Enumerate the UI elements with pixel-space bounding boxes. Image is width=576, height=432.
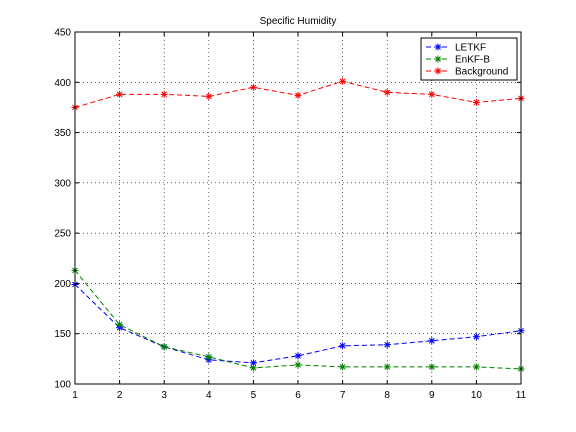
x-tick-label: 4 [206, 390, 212, 401]
x-tick-label: 5 [251, 390, 257, 401]
data-point-letkf [339, 342, 347, 350]
chart-title: Specific Humidity [260, 16, 337, 27]
data-point-enkf-b [383, 363, 391, 371]
legend-label-enkf-b: EnKF-B [455, 55, 490, 66]
data-point-enkf-b [428, 363, 436, 371]
x-tick-label: 1 [72, 390, 78, 401]
y-tick-label: 350 [54, 128, 71, 139]
y-tick-label: 400 [54, 78, 71, 89]
data-point-background [428, 90, 436, 98]
legend-marker-background [434, 67, 442, 75]
x-tick-label: 2 [117, 390, 123, 401]
data-point-letkf [472, 333, 480, 341]
data-point-enkf-b [472, 363, 480, 371]
series-layer [71, 77, 525, 373]
x-tick-label: 3 [161, 390, 167, 401]
legend-marker-letkf [434, 43, 442, 51]
axis-ticks: 1 2 3 4 5 6 7 8 9 10 11 100 150 200 250 300 350 400 450 [54, 28, 526, 402]
data-point-letkf [383, 341, 391, 349]
data-point-enkf-b [249, 364, 257, 372]
legend-marker-enkf-b [434, 55, 442, 63]
x-tick-label: 7 [340, 390, 346, 401]
y-tick-label: 200 [54, 279, 71, 290]
x-tick-label: 11 [516, 390, 527, 401]
legend-label-background: Background [455, 67, 508, 78]
y-tick-label: 450 [54, 28, 71, 39]
x-tick-label: 10 [471, 390, 483, 401]
data-point-enkf-b [339, 363, 347, 371]
data-point-background [160, 90, 168, 98]
x-tick-label: 9 [429, 390, 435, 401]
data-point-enkf-b [294, 361, 302, 369]
y-tick-label: 100 [54, 380, 71, 391]
x-tick-label: 6 [295, 390, 301, 401]
grid [75, 32, 521, 384]
y-tick-label: 250 [54, 229, 71, 240]
y-tick-label: 300 [54, 178, 71, 189]
data-point-letkf [294, 352, 302, 360]
data-point-enkf-b [116, 321, 124, 329]
data-point-background [383, 88, 391, 96]
data-point-background [339, 77, 347, 85]
data-point-background [249, 83, 257, 91]
x-tick-label: 8 [384, 390, 390, 401]
data-point-enkf-b [160, 343, 168, 351]
y-tick-label: 150 [54, 329, 71, 340]
legend-label-letkf: LETKF [455, 43, 486, 54]
data-point-enkf-b [205, 353, 213, 361]
data-point-background [472, 98, 480, 106]
data-point-background [205, 92, 213, 100]
data-point-letkf [428, 337, 436, 345]
data-point-background [294, 91, 302, 99]
data-point-background [116, 90, 124, 98]
